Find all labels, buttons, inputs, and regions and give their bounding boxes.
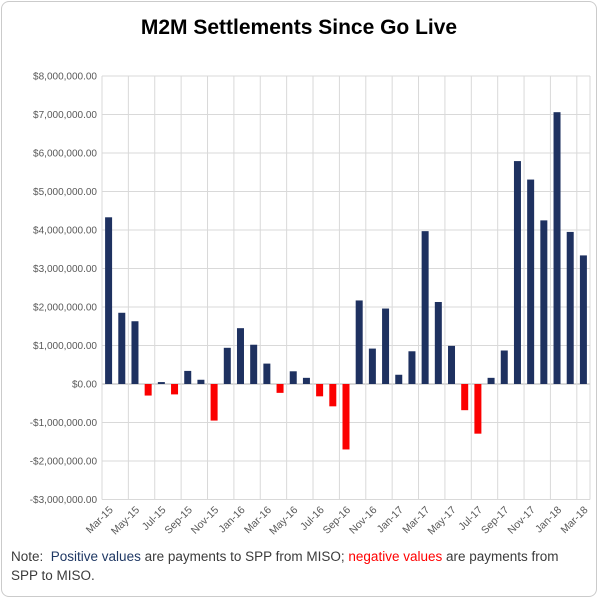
bar-Sep-16 <box>342 384 350 450</box>
x-axis-tick-label: Nov-17 <box>505 504 538 537</box>
x-axis-tick-label: May-16 <box>267 504 300 537</box>
bar-Aug-15 <box>171 384 179 395</box>
x-axis-tick-label: Sep-15 <box>162 504 195 537</box>
bar-Feb-16 <box>250 344 258 384</box>
y-axis-tick-label: $2,000,000.00 <box>33 303 97 314</box>
y-axis-tick-label: $4,000,000.00 <box>33 226 97 237</box>
note-suffix: are payments from SPP to MISO. <box>11 549 563 583</box>
bar-Apr-17 <box>434 301 442 384</box>
y-axis-tick-label: $5,000,000.00 <box>33 187 97 198</box>
y-axis-tick-label: -$1,000,000.00 <box>30 418 98 429</box>
y-axis-tick-label: $6,000,000.00 <box>33 149 97 160</box>
bar-Oct-17 <box>513 161 521 384</box>
bar-Jul-17 <box>474 384 482 434</box>
bar-Mar-15 <box>105 217 113 384</box>
bar-Jun-16 <box>302 377 310 384</box>
y-axis-tick-label: $7,000,000.00 <box>33 110 97 121</box>
bar-Feb-17 <box>408 351 416 384</box>
bar-Feb-18 <box>566 231 574 384</box>
x-axis-tick-label: Nov-16 <box>347 504 380 537</box>
y-axis-tick-label: -$3,000,000.00 <box>30 495 98 506</box>
note-middle: are payments to SPP from MISO; <box>140 549 349 564</box>
bar-Jan-16 <box>236 328 244 384</box>
bar-Dec-16 <box>382 308 390 384</box>
bar-Jan-18 <box>553 112 561 384</box>
bar-Jun-17 <box>461 384 469 411</box>
bar-Dec-15 <box>223 347 231 384</box>
x-axis-tick-label: Nov-15 <box>189 504 222 537</box>
bar-Nov-15 <box>210 384 218 421</box>
bar-Sep-17 <box>500 350 508 384</box>
bar-Mar-17 <box>421 231 429 384</box>
bar-Nov-17 <box>527 179 535 384</box>
bar-Oct-15 <box>197 379 205 384</box>
x-axis-tick-label: Jan-16 <box>216 504 247 535</box>
bar-May-15 <box>131 321 139 384</box>
bar-Mar-18 <box>579 255 587 384</box>
y-axis-tick-label: $8,000,000.00 <box>33 72 97 83</box>
x-axis-tick-label: May-17 <box>425 504 458 537</box>
bar-Jul-16 <box>316 384 324 397</box>
bar-Mar-16 <box>263 363 271 384</box>
bar-May-16 <box>289 371 297 384</box>
bar-Jun-15 <box>144 384 152 396</box>
chart-title: M2M Settlements Since Go Live <box>140 16 458 39</box>
x-axis-tick-label: Jan-17 <box>375 504 406 535</box>
note-prefix: Note: <box>11 549 51 564</box>
x-axis-tick-label: Sep-16 <box>321 504 354 537</box>
bar-Apr-16 <box>276 384 284 393</box>
note-positive-label: Positive values <box>50 549 141 564</box>
x-axis-tick-label: Jan-18 <box>533 504 564 535</box>
bar-Apr-15 <box>118 312 126 384</box>
bar-Aug-16 <box>329 384 337 407</box>
bar-Jul-15 <box>157 382 165 384</box>
bar-Nov-16 <box>368 348 376 384</box>
bar-May-17 <box>448 345 456 384</box>
y-axis-tick-label: $3,000,000.00 <box>33 264 97 275</box>
bar-Oct-16 <box>355 300 363 384</box>
y-axis-tick-label: $1,000,000.00 <box>33 341 97 352</box>
bar-Sep-15 <box>184 370 192 384</box>
x-axis-tick-label: Mar-18 <box>559 504 591 536</box>
y-axis-tick-label: $0.00 <box>72 380 97 391</box>
footnote: Note: Positive values are payments to SP… <box>11 548 567 585</box>
note-negative-label: negative values <box>348 549 443 564</box>
bar-Aug-17 <box>487 377 495 384</box>
y-axis-tick-label: -$2,000,000.00 <box>30 457 98 468</box>
x-axis-tick-label: May-15 <box>109 504 142 537</box>
settlements-bar-chart: $8,000,000.00 $7,000,000.00 $6,000,000.00 $… <box>30 72 591 538</box>
bar-Dec-17 <box>540 220 548 384</box>
bar-Jan-17 <box>395 374 403 384</box>
x-axis-tick-label: Sep-17 <box>479 504 512 537</box>
